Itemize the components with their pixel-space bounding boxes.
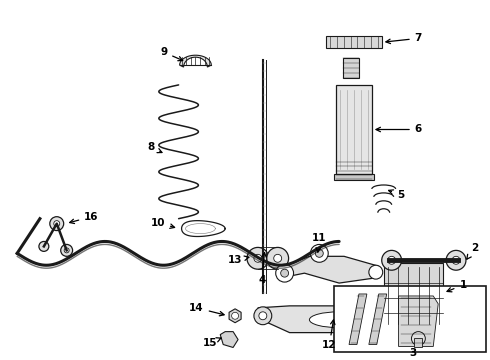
Circle shape <box>310 244 328 262</box>
Bar <box>336 85 372 174</box>
Circle shape <box>61 244 73 256</box>
Polygon shape <box>349 294 367 345</box>
Circle shape <box>247 247 269 269</box>
Text: 3: 3 <box>410 348 417 359</box>
Circle shape <box>388 256 395 264</box>
Bar <box>343 58 359 78</box>
Bar <box>326 36 382 48</box>
Text: 9: 9 <box>160 47 183 61</box>
Circle shape <box>267 247 289 269</box>
Circle shape <box>50 217 64 230</box>
Text: 5: 5 <box>389 190 404 200</box>
Text: 4: 4 <box>258 253 266 285</box>
Polygon shape <box>369 294 387 345</box>
Text: 10: 10 <box>150 218 174 228</box>
Text: 15: 15 <box>203 338 221 347</box>
Bar <box>334 286 486 352</box>
Polygon shape <box>258 306 414 333</box>
Circle shape <box>400 310 416 326</box>
Circle shape <box>232 312 239 319</box>
Text: 12: 12 <box>322 320 337 351</box>
Circle shape <box>446 250 466 270</box>
Text: 16: 16 <box>70 212 98 224</box>
Circle shape <box>281 269 289 277</box>
Circle shape <box>452 256 460 264</box>
Bar <box>384 263 443 328</box>
Circle shape <box>54 221 60 226</box>
Text: 13: 13 <box>228 255 249 265</box>
Circle shape <box>276 264 294 282</box>
Circle shape <box>382 250 401 270</box>
Bar <box>415 338 422 347</box>
Text: 7: 7 <box>386 33 422 44</box>
Circle shape <box>274 255 282 262</box>
Text: 2: 2 <box>467 243 479 259</box>
Polygon shape <box>220 332 238 347</box>
Text: 1: 1 <box>447 280 466 292</box>
Circle shape <box>39 242 49 251</box>
Circle shape <box>412 332 425 346</box>
Circle shape <box>316 249 323 257</box>
Ellipse shape <box>309 312 369 328</box>
Bar <box>334 174 374 180</box>
Text: 8: 8 <box>147 142 162 153</box>
Polygon shape <box>229 309 241 323</box>
Polygon shape <box>280 256 379 283</box>
Polygon shape <box>398 296 438 346</box>
Circle shape <box>64 248 69 253</box>
Circle shape <box>254 307 272 325</box>
Circle shape <box>254 255 262 262</box>
Polygon shape <box>180 55 211 67</box>
Text: 11: 11 <box>312 234 326 252</box>
Text: 6: 6 <box>376 125 422 135</box>
Circle shape <box>259 312 267 320</box>
Circle shape <box>369 265 383 279</box>
Text: 14: 14 <box>189 303 224 316</box>
